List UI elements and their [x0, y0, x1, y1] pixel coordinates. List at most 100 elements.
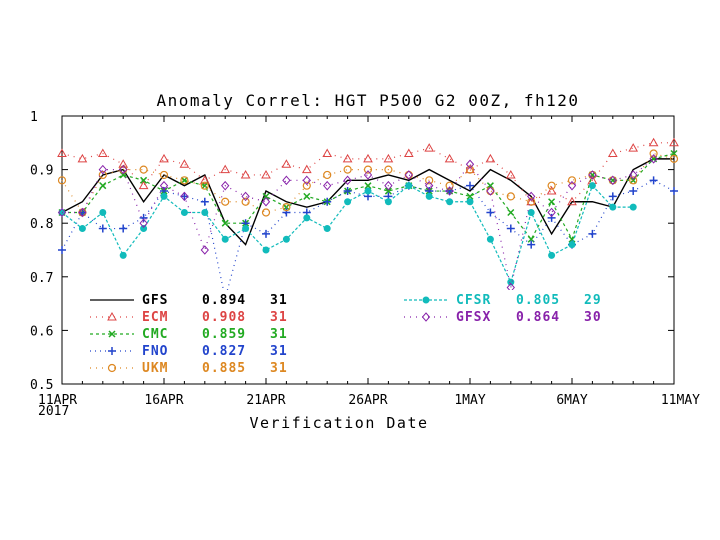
data-point-fno: [649, 176, 658, 185]
data-point-gfsx: [649, 154, 658, 164]
data-point-cfsr: [282, 235, 290, 243]
x-axis-tick-label: 26APR: [348, 393, 387, 408]
chart-title: Anomaly Correl: HGT P500 G2 00Z, fh120: [156, 91, 579, 110]
legend-mean-gfsx: 0.864: [516, 310, 560, 325]
data-point-ukm: [343, 165, 352, 174]
data-point-fno: [670, 187, 678, 196]
data-point-fno: [343, 187, 352, 196]
data-point-cfsr: [140, 225, 148, 233]
data-point-ecm: [159, 153, 169, 163]
data-point-gfsx: [588, 170, 597, 180]
x-axis-tick-label: 21APR: [246, 393, 285, 408]
legend-name-gfs: GFS: [142, 293, 168, 308]
data-point-ecm: [97, 148, 108, 158]
data-point-ecm: [669, 137, 679, 147]
y-axis-tick-label: 0.5: [30, 378, 53, 393]
data-point-cmc: [303, 192, 311, 200]
data-point-fno: [608, 192, 617, 201]
y-axis-tick-label: 0.6: [30, 324, 53, 339]
series-line-gfsx: [62, 158, 654, 288]
data-point-ecm: [77, 153, 88, 163]
data-point-gfsx: [343, 175, 352, 186]
legend-mean-ecm: 0.908: [202, 310, 246, 325]
data-point-ukm: [302, 181, 311, 190]
data-point-ukm: [180, 176, 189, 185]
data-point-ukm: [221, 197, 230, 206]
data-point-ecm: [261, 169, 271, 179]
data-point-ecm: [648, 137, 659, 147]
legend-left-background: [86, 290, 312, 382]
data-point-gfsx: [159, 180, 169, 191]
data-point-cmc: [99, 182, 107, 190]
data-point-cmc: [140, 176, 148, 184]
data-point-cfsr: [303, 214, 311, 222]
data-point-ecm: [505, 169, 516, 179]
legend-marker-fno: [108, 347, 116, 355]
data-point-cmc: [221, 219, 229, 227]
data-point-ukm: [139, 165, 148, 174]
data-point-ecm: [138, 180, 149, 190]
data-point-ecm: [240, 169, 251, 179]
data-point-gfsx: [241, 191, 250, 202]
data-point-ukm: [629, 176, 638, 185]
data-point-cfsr: [119, 251, 127, 259]
legend-name-fno: FNO: [142, 344, 168, 359]
data-point-fno: [78, 208, 87, 217]
data-point-cfsr: [99, 208, 107, 216]
data-point-fno: [139, 213, 148, 222]
data-point-gfsx: [323, 180, 332, 191]
axes: 0.5 0.6 0.7 0.8 0.9 1 11APR 16APR 21APR 26APR 1MAY…: [30, 110, 700, 408]
data-point-cmc: [201, 182, 209, 190]
data-point-cmc: [629, 176, 637, 184]
data-point-gfsx: [180, 191, 189, 202]
data-point-cfsr: [568, 241, 576, 249]
data-point-cfsr: [507, 278, 515, 286]
data-point-fno: [119, 224, 128, 233]
data-point-ukm: [486, 186, 495, 196]
legend-mean-cfsr: 0.805: [516, 293, 560, 308]
series-layer: [57, 137, 679, 303]
data-point-gfsx: [363, 170, 373, 180]
x-axis-tick-label: 6MAY: [556, 393, 587, 408]
data-point-fno: [98, 224, 107, 233]
data-point-gfsx: [78, 207, 87, 218]
data-point-gfsx: [465, 159, 475, 169]
data-point-ecm: [363, 153, 373, 163]
data-point-ecm: [628, 143, 639, 152]
y-axis-tick-label: 1: [30, 110, 38, 125]
data-point-ukm: [98, 170, 107, 180]
legend-name-cmc: CMC: [142, 327, 168, 342]
data-point-ukm: [404, 170, 413, 180]
data-point-ecm: [485, 153, 496, 163]
legend-right-background: [400, 290, 640, 330]
legend-count-gfsx: 30: [584, 310, 602, 325]
data-point-gfsx: [445, 186, 454, 196]
data-point-ecm: [220, 164, 231, 174]
data-point-gfsx: [629, 170, 638, 180]
data-point-cfsr: [405, 182, 413, 190]
data-point-ukm: [465, 165, 475, 174]
y-axis-tick-label: 0.8: [30, 217, 53, 232]
data-point-ecm: [301, 164, 312, 174]
data-point-ecm: [383, 153, 394, 163]
legend-name-ecm: ECM: [142, 310, 168, 325]
data-point-cfsr: [446, 198, 454, 206]
data-point-fno: [527, 240, 536, 249]
data-point-cfsr: [466, 198, 474, 206]
data-point-ecm: [281, 159, 292, 168]
legend-marker-cmc: [108, 330, 116, 338]
data-point-gfsx: [384, 180, 393, 191]
data-point-ukm: [57, 176, 67, 185]
data-point-ukm: [159, 170, 169, 180]
data-point-ukm: [527, 197, 536, 206]
data-point-cfsr: [180, 208, 188, 216]
data-point-cfsr: [160, 192, 168, 200]
data-point-fno: [486, 208, 495, 217]
data-point-cmc: [180, 176, 188, 184]
data-point-gfsx: [200, 245, 209, 255]
x-axis-tick-label: 16APR: [144, 393, 183, 408]
legend-mean-ukm: 0.885: [202, 361, 246, 376]
data-point-fno: [200, 197, 209, 206]
data-point-gfsx: [221, 180, 230, 191]
